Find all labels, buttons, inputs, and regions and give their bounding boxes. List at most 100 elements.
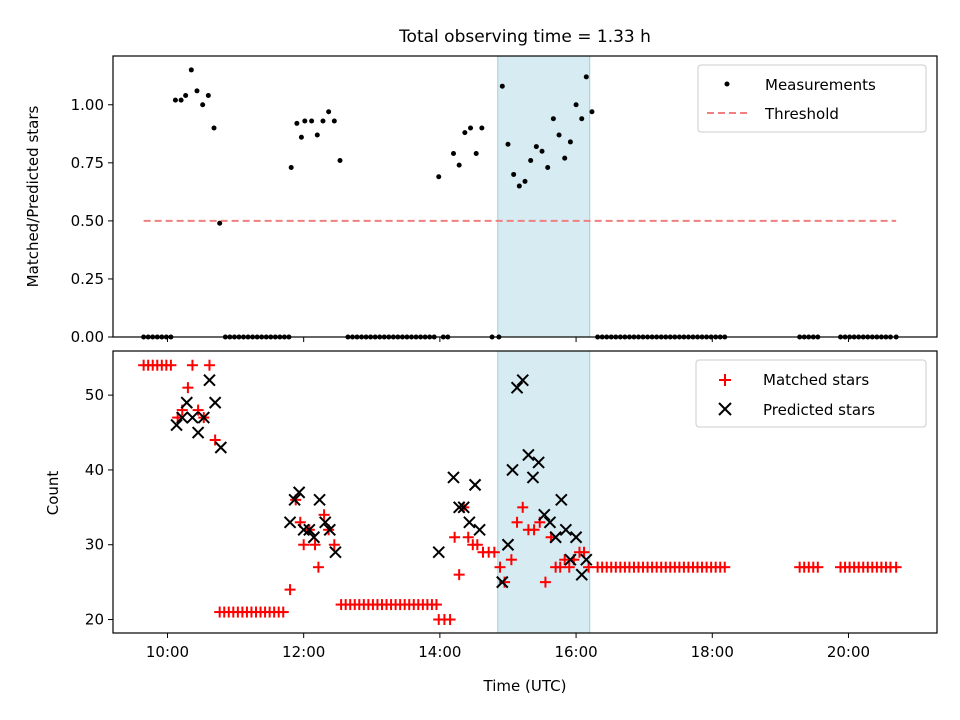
measurement-point: [556, 132, 562, 138]
predicted-star-point: [447, 471, 460, 484]
measurement-point: [302, 118, 308, 124]
y-tick-label: 0.00: [71, 328, 104, 346]
y-tick-label: 30: [85, 536, 104, 554]
measurement-point: [298, 134, 304, 140]
predicted-star-point: [580, 553, 593, 566]
matched-star-point: [318, 509, 330, 521]
top-x-ticks: [166, 337, 849, 342]
measurement-point: [468, 125, 474, 131]
predicted-star-point: [208, 396, 222, 409]
predicted-star-point: [432, 546, 445, 559]
measurement-point: [320, 118, 326, 124]
measurement-point: [217, 220, 223, 226]
measurement-point: [309, 118, 315, 124]
matched-star-point: [309, 539, 321, 551]
y-tick-label: 0.50: [71, 212, 104, 230]
matched-star-point: [192, 404, 204, 416]
legend-threshold-label: Threshold: [764, 105, 839, 123]
matched-star-point: [449, 531, 461, 543]
matched-star-point: [444, 614, 456, 626]
predicted-star-point: [323, 523, 336, 536]
top-plot-marks: [141, 56, 899, 340]
y-tick-label: 40: [85, 461, 104, 479]
matched-star-point: [890, 561, 902, 573]
predicted-star-point: [522, 448, 535, 462]
x-tick-label: 12:00: [282, 643, 325, 661]
matched-star-point: [203, 359, 215, 371]
matched-star-point: [182, 382, 194, 394]
predicted-star-point: [288, 493, 301, 507]
measurement-point: [511, 171, 517, 177]
matched-star-point: [539, 576, 551, 588]
measurement-point: [589, 109, 595, 115]
matched-star-point: [812, 561, 824, 573]
measurement-point: [326, 109, 332, 115]
measurement-point: [499, 83, 505, 89]
predicted-star-point: [197, 411, 211, 424]
measurement-point: [172, 97, 178, 103]
measurement-point: [188, 67, 194, 73]
measurement-point: [545, 164, 551, 170]
matched-star-point: [186, 359, 198, 371]
predicted-star-point: [506, 463, 519, 477]
legend-predicted-marker: [718, 402, 732, 416]
predicted-star-point: [501, 538, 515, 551]
measurement-point: [473, 151, 479, 157]
predicted-star-point: [313, 493, 326, 507]
matched-star-point: [528, 524, 540, 536]
matched-star-point: [563, 561, 575, 573]
top-shaded-span: [497, 56, 590, 337]
x-axis-label: Time (UTC): [483, 677, 567, 695]
matched-star-point: [471, 539, 483, 551]
x-tick-label: 16:00: [554, 643, 597, 661]
measurement-point: [288, 164, 294, 170]
legend-measurements-label: Measurements: [765, 76, 876, 94]
measurement-point: [314, 132, 320, 138]
measurement-point: [331, 118, 337, 124]
matched-star-point: [165, 359, 177, 371]
x-tick-label: 18:00: [691, 643, 734, 661]
predicted-star-point: [575, 568, 588, 581]
top-axes-frame: [112, 55, 938, 338]
measurement-point: [337, 158, 343, 164]
top-y-axis-label: Matched/Predicted stars: [24, 106, 42, 288]
x-tick-label: 14:00: [418, 643, 461, 661]
top-y-ticks: 0.00 0.25 0.50 0.75 1.00: [71, 96, 113, 346]
predicted-star-point: [457, 501, 470, 514]
measurement-point: [550, 116, 556, 122]
predicted-star-point: [543, 516, 557, 529]
predicted-star-point: [186, 411, 199, 424]
bottom-y-axis-label: Count: [44, 471, 62, 516]
bottom-plot-marks: [138, 351, 902, 633]
predicted-star-point: [297, 523, 310, 536]
measurement-point: [450, 151, 456, 157]
predicted-star-point: [452, 501, 466, 514]
measurement-point: [539, 148, 545, 154]
measurement-point: [579, 116, 585, 122]
measurement-point: [567, 139, 573, 145]
top-panel: 0.00 0.25 0.50 0.75 1.00 Matched/Predicted s…: [24, 55, 938, 346]
predicted-star-point: [463, 516, 476, 529]
predicted-star-point: [292, 486, 306, 499]
bottom-y-ticks: 20 30 40 50: [85, 386, 113, 629]
bottom-x-ticks: 10:00 12:00 14:00 16:00 18:00 20:00: [146, 633, 870, 661]
measurement-point: [533, 144, 539, 150]
matched-star-point: [517, 501, 529, 513]
predicted-star-point: [180, 396, 193, 409]
measurement-point: [178, 97, 184, 103]
matched-star-point: [277, 606, 289, 618]
matched-star-point: [328, 539, 340, 551]
bottom-axes-frame: [112, 350, 938, 634]
measurement-point: [456, 162, 462, 168]
measurement-point: [205, 92, 211, 98]
top-legend: Measurements Threshold: [697, 64, 927, 133]
x-tick-label: 10:00: [146, 643, 189, 661]
measurement-point: [522, 178, 528, 184]
matched-star-point: [488, 546, 500, 558]
matched-star-point: [453, 569, 465, 581]
predicted-star-point: [559, 523, 573, 536]
matched-star-point: [209, 434, 221, 446]
measurement-point: [200, 102, 206, 108]
